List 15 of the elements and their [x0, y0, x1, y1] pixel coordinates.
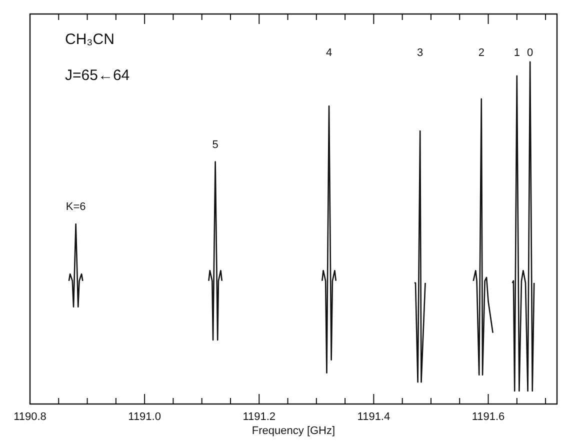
x-axis-title: Frequency [GHz] — [252, 425, 336, 437]
text: 3 — [417, 47, 424, 59]
x-tick-label: 1191.6 — [472, 411, 505, 423]
x-tick-label: 1191.2 — [242, 411, 276, 423]
text: 1 — [514, 47, 520, 59]
annotation: 5 — [212, 138, 218, 151]
annotation: K=6 — [66, 201, 86, 214]
text: CH₃CN — [65, 31, 114, 48]
annotation: J=65←64 — [65, 67, 130, 84]
text: 0 — [527, 47, 534, 59]
text: 4 — [326, 47, 332, 59]
x-tick-label: 1191.0 — [128, 411, 161, 423]
x-tick-label: 1190.8 — [14, 411, 46, 423]
x-tick-label: 1191.4 — [357, 411, 390, 423]
text: 2 — [478, 47, 484, 59]
